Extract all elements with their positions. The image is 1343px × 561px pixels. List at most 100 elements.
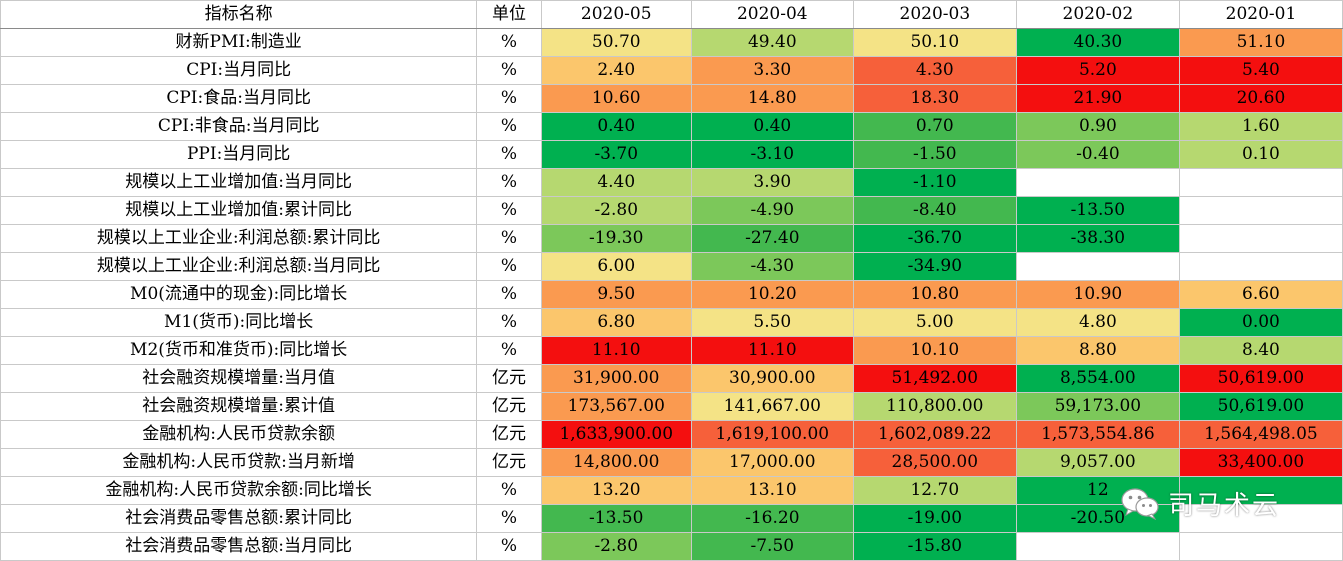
value-cell[interactable]: 5.00 xyxy=(852,308,1017,337)
value-cell[interactable]: 13.10 xyxy=(690,476,854,505)
value-cell[interactable]: 50.70 xyxy=(540,28,692,57)
value-cell[interactable]: 14,800.00 xyxy=(540,448,692,477)
value-cell[interactable]: 0.00 xyxy=(1178,308,1343,337)
value-cell[interactable]: -15.80 xyxy=(852,532,1017,561)
header-period-2020-04[interactable]: 2020-04 xyxy=(690,0,854,29)
unit-cell[interactable]: % xyxy=(476,84,542,113)
unit-cell[interactable]: 亿元 xyxy=(476,420,542,449)
value-cell[interactable]: 28,500.00 xyxy=(852,448,1017,477)
value-cell[interactable]: -0.40 xyxy=(1015,140,1180,169)
value-cell[interactable]: 0.70 xyxy=(852,112,1017,141)
value-cell[interactable]: 11.10 xyxy=(690,336,854,365)
value-cell[interactable]: 1,564,498.05 xyxy=(1178,420,1343,449)
value-cell[interactable]: 141,667.00 xyxy=(690,392,854,421)
value-cell[interactable]: 5.50 xyxy=(690,308,854,337)
value-cell[interactable]: 1,602,089.22 xyxy=(852,420,1017,449)
value-cell[interactable]: -16.20 xyxy=(690,504,854,533)
unit-cell[interactable]: % xyxy=(476,504,542,533)
unit-cell[interactable]: 亿元 xyxy=(476,364,542,393)
indicator-name-cell[interactable]: 金融机构:人民币贷款:当月新增 xyxy=(0,448,478,477)
indicator-name-cell[interactable]: 社会消费品零售总额:累计同比 xyxy=(0,504,478,533)
header-period-2020-02[interactable]: 2020-02 xyxy=(1015,0,1180,29)
value-cell[interactable]: 50.10 xyxy=(852,28,1017,57)
value-cell[interactable]: 1,633,900.00 xyxy=(540,420,692,449)
value-cell[interactable]: -3.70 xyxy=(540,140,692,169)
value-cell[interactable]: -19.00 xyxy=(852,504,1017,533)
unit-cell[interactable]: % xyxy=(476,532,542,561)
value-cell[interactable]: 51,492.00 xyxy=(852,364,1017,393)
value-cell[interactable] xyxy=(1015,532,1180,561)
value-cell[interactable]: -13.50 xyxy=(540,504,692,533)
value-cell[interactable]: -19.30 xyxy=(540,224,692,253)
value-cell[interactable] xyxy=(1178,168,1343,197)
indicator-name-cell[interactable]: CPI:非食品:当月同比 xyxy=(0,112,478,141)
value-cell[interactable]: 5.20 xyxy=(1015,56,1180,85)
value-cell[interactable]: 18.30 xyxy=(852,84,1017,113)
unit-cell[interactable]: % xyxy=(476,280,542,309)
value-cell[interactable]: 6.00 xyxy=(540,252,692,281)
value-cell[interactable]: 30,900.00 xyxy=(690,364,854,393)
value-cell[interactable]: -8.40 xyxy=(852,196,1017,225)
value-cell[interactable]: 49.40 xyxy=(690,28,854,57)
value-cell[interactable]: 40.30 xyxy=(1015,28,1180,57)
indicator-name-cell[interactable]: 社会融资规模增量:当月值 xyxy=(0,364,478,393)
value-cell[interactable]: 10.90 xyxy=(1015,280,1180,309)
value-cell[interactable]: 31,900.00 xyxy=(540,364,692,393)
value-cell[interactable]: 10.80 xyxy=(852,280,1017,309)
value-cell[interactable]: -4.90 xyxy=(690,196,854,225)
value-cell[interactable]: 6.80 xyxy=(540,308,692,337)
unit-cell[interactable]: % xyxy=(476,336,542,365)
value-cell[interactable]: 33,400.00 xyxy=(1178,448,1343,477)
indicator-name-cell[interactable]: 金融机构:人民币贷款余额:同比增长 xyxy=(0,476,478,505)
value-cell[interactable] xyxy=(1178,504,1343,533)
value-cell[interactable]: 1,573,554.86 xyxy=(1015,420,1180,449)
value-cell[interactable]: 0.10 xyxy=(1178,140,1343,169)
indicator-name-cell[interactable]: CPI:当月同比 xyxy=(0,56,478,85)
value-cell[interactable] xyxy=(1178,252,1343,281)
value-cell[interactable]: 1,619,100.00 xyxy=(690,420,854,449)
value-cell[interactable]: -13.50 xyxy=(1015,196,1180,225)
value-cell[interactable]: 51.10 xyxy=(1178,28,1343,57)
value-cell[interactable]: 6.60 xyxy=(1178,280,1343,309)
value-cell[interactable] xyxy=(1178,196,1343,225)
indicator-name-cell[interactable]: 规模以上工业增加值:累计同比 xyxy=(0,196,478,225)
value-cell[interactable]: 12.70 xyxy=(852,476,1017,505)
value-cell[interactable] xyxy=(1178,224,1343,253)
indicator-name-cell[interactable]: PPI:当月同比 xyxy=(0,140,478,169)
value-cell[interactable] xyxy=(1178,476,1343,505)
header-period-2020-01[interactable]: 2020-01 xyxy=(1178,0,1343,29)
value-cell[interactable]: -36.70 xyxy=(852,224,1017,253)
value-cell[interactable]: -1.10 xyxy=(852,168,1017,197)
value-cell[interactable]: 10.60 xyxy=(540,84,692,113)
value-cell[interactable]: 0.40 xyxy=(540,112,692,141)
value-cell[interactable]: 4.40 xyxy=(540,168,692,197)
value-cell[interactable]: 50,619.00 xyxy=(1178,392,1343,421)
value-cell[interactable]: 14.80 xyxy=(690,84,854,113)
value-cell[interactable]: 12 xyxy=(1015,476,1180,505)
unit-cell[interactable]: % xyxy=(476,252,542,281)
value-cell[interactable]: 110,800.00 xyxy=(852,392,1017,421)
value-cell[interactable]: -3.10 xyxy=(690,140,854,169)
indicator-name-cell[interactable]: 财新PMI:制造业 xyxy=(0,28,478,57)
value-cell[interactable]: 9.50 xyxy=(540,280,692,309)
unit-cell[interactable]: % xyxy=(476,28,542,57)
unit-cell[interactable]: % xyxy=(476,224,542,253)
indicator-name-cell[interactable]: 社会融资规模增量:累计值 xyxy=(0,392,478,421)
value-cell[interactable]: 1.60 xyxy=(1178,112,1343,141)
value-cell[interactable]: 9,057.00 xyxy=(1015,448,1180,477)
unit-cell[interactable]: % xyxy=(476,112,542,141)
value-cell[interactable]: 17,000.00 xyxy=(690,448,854,477)
indicator-name-cell[interactable]: 社会消费品零售总额:当月同比 xyxy=(0,532,478,561)
value-cell[interactable]: 21.90 xyxy=(1015,84,1180,113)
indicator-name-cell[interactable]: 规模以上工业企业:利润总额:当月同比 xyxy=(0,252,478,281)
value-cell[interactable]: -1.50 xyxy=(852,140,1017,169)
value-cell[interactable] xyxy=(1178,532,1343,561)
indicator-name-cell[interactable]: M0(流通中的现金):同比增长 xyxy=(0,280,478,309)
unit-cell[interactable]: % xyxy=(476,308,542,337)
value-cell[interactable]: -4.30 xyxy=(690,252,854,281)
value-cell[interactable] xyxy=(1015,168,1180,197)
value-cell[interactable]: -2.80 xyxy=(540,532,692,561)
value-cell[interactable]: 20.60 xyxy=(1178,84,1343,113)
indicator-name-cell[interactable]: CPI:食品:当月同比 xyxy=(0,84,478,113)
indicator-name-cell[interactable]: M2(货币和准货币):同比增长 xyxy=(0,336,478,365)
